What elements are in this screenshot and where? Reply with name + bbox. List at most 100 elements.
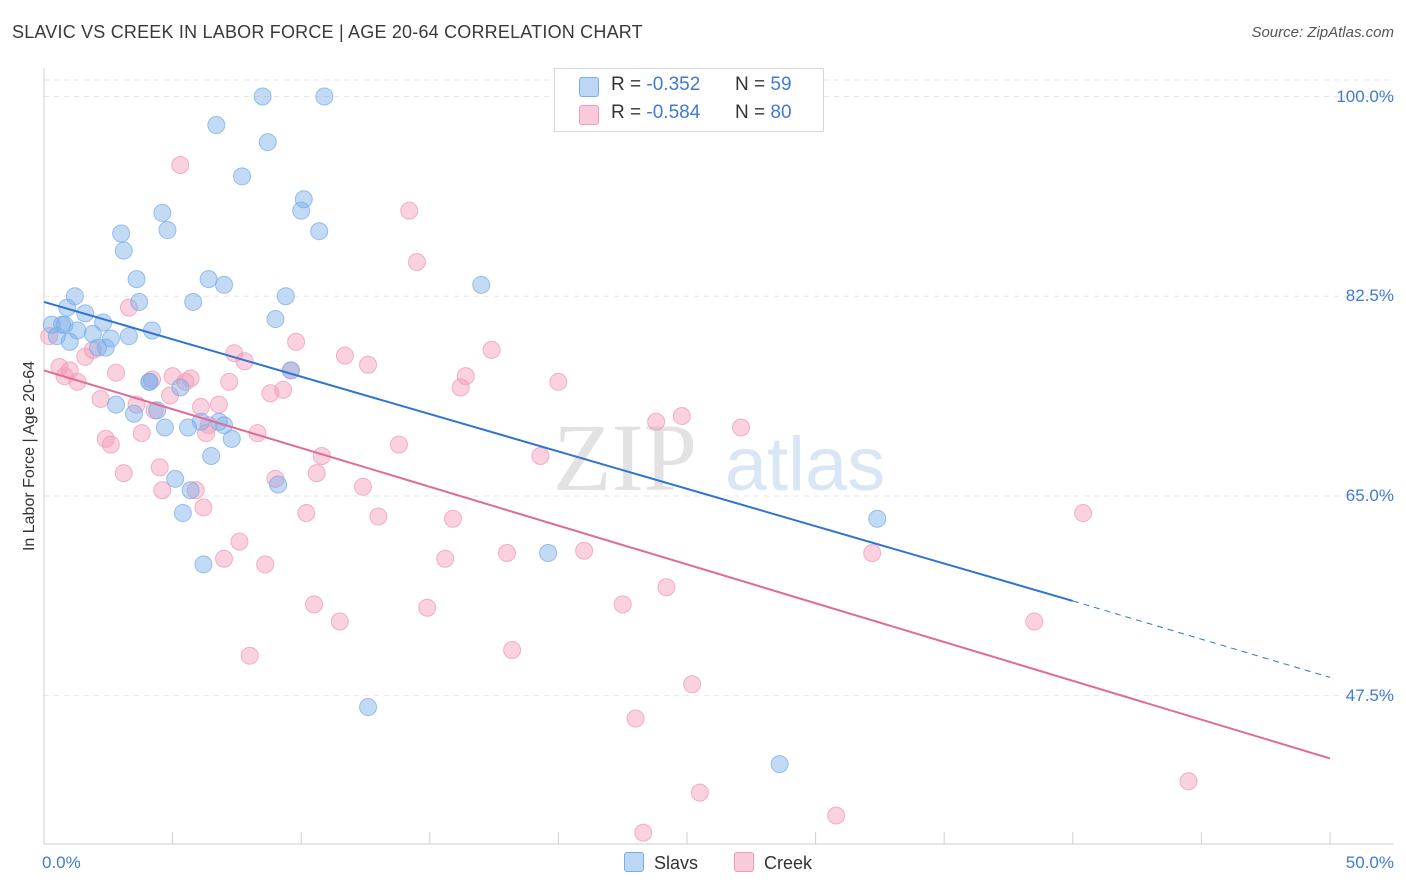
creek-point	[176, 372, 195, 391]
creek-point	[451, 378, 470, 397]
creek-point	[626, 709, 645, 728]
creek-point	[503, 641, 522, 659]
slavs-point	[258, 133, 277, 152]
creek-point	[107, 363, 126, 382]
creek-point	[132, 424, 151, 443]
x-tick-label-min: 0.0%	[42, 853, 81, 872]
x-tick-label-max: 50.0%	[1345, 853, 1394, 872]
slavs-point	[215, 275, 234, 294]
creek-point	[657, 578, 676, 597]
slavs-point	[539, 544, 558, 562]
slavs-point	[191, 412, 210, 431]
slavs-point	[472, 275, 491, 294]
slavs-point	[101, 329, 120, 348]
creek-point	[153, 481, 172, 500]
creek-point	[418, 598, 437, 617]
legend-r-value-creek: -0.584	[646, 102, 701, 123]
creek-points	[40, 156, 1198, 842]
slavs-point	[292, 201, 311, 220]
creek-point	[1179, 772, 1198, 791]
creek-point	[683, 675, 702, 694]
creek-point	[407, 253, 426, 271]
creek-point	[531, 447, 550, 465]
slavs-point	[119, 327, 138, 346]
legend-r-label: R =	[611, 102, 642, 123]
slavs-point	[770, 755, 789, 774]
bottom-legend-creek: Creek	[734, 852, 812, 874]
slavs-point	[153, 203, 172, 222]
creek-point	[400, 201, 419, 220]
slavs-point	[359, 698, 378, 717]
bottom-legend-label-creek: Creek	[764, 853, 813, 873]
legend-row-creek: R = -0.584 N = 80	[555, 100, 823, 128]
slavs-point	[194, 555, 213, 574]
slavs-point	[276, 287, 295, 306]
slavs-point	[207, 116, 226, 135]
creek-point	[335, 346, 354, 365]
creek-point	[297, 504, 316, 523]
slavs-point	[89, 338, 108, 357]
trend-lines	[43, 300, 1331, 760]
slavs-point	[143, 321, 162, 340]
slavs-point	[310, 222, 329, 241]
slavs-point	[112, 224, 131, 243]
creek-point	[634, 823, 653, 842]
creek-point	[230, 532, 249, 551]
creek-point	[369, 507, 388, 526]
slavs-point	[114, 241, 133, 260]
slavs-point	[68, 321, 87, 340]
creek-point	[181, 369, 200, 388]
slavs-point	[315, 87, 334, 106]
creek-point	[305, 595, 324, 614]
slavs-point	[130, 292, 149, 311]
y-tick-label: 65.0%	[1345, 485, 1394, 505]
slavs-point	[166, 469, 185, 488]
slavs-point	[209, 412, 228, 431]
slavs-point	[65, 287, 84, 306]
creek-point	[732, 418, 751, 437]
slavs-point	[181, 481, 200, 500]
legend-row-slavs: R = -0.352 N = 59	[555, 72, 823, 100]
slavs-point	[266, 310, 285, 329]
creek-point	[194, 498, 213, 517]
creek-point	[220, 372, 239, 391]
creek-point	[68, 372, 87, 391]
creek-point	[215, 549, 234, 568]
creek-point	[119, 298, 138, 317]
legend-swatch-creek	[579, 105, 599, 125]
legend-n-label: N =	[735, 102, 766, 123]
legend-r-value-slavs: -0.352	[646, 74, 701, 95]
creek-point	[40, 327, 59, 346]
slavs-point	[158, 221, 177, 240]
creek-point	[96, 429, 115, 448]
creek-point	[240, 646, 259, 665]
creek-point	[353, 477, 372, 496]
creek-point	[287, 332, 306, 351]
creek-point	[114, 464, 133, 483]
creek-point	[101, 435, 120, 454]
slavs-point	[202, 447, 221, 465]
creek-point	[186, 481, 205, 500]
slavs-point	[233, 167, 252, 186]
stats-legend: R = -0.352 N = 59 R = -0.584 N = 80	[554, 68, 824, 132]
axes	[43, 68, 1394, 845]
watermark: ZIP atlas	[553, 404, 885, 511]
creek-point	[1025, 612, 1044, 631]
slavs-point	[140, 372, 159, 391]
creek-point	[274, 380, 293, 399]
creek-point	[150, 458, 169, 477]
y-tick-label: 82.5%	[1345, 286, 1394, 306]
slavs-points	[42, 87, 887, 774]
slavs-point	[173, 504, 192, 523]
bottom-legend-swatch-slavs	[624, 852, 644, 872]
slavs-point	[155, 418, 174, 437]
slavs-point	[184, 292, 203, 311]
creek-point	[171, 156, 190, 174]
slavs-point	[127, 270, 146, 289]
creek-point	[443, 509, 462, 528]
legend-n-value-slavs: 59	[770, 74, 792, 95]
creek-point	[827, 806, 846, 825]
slavs-point	[96, 338, 115, 357]
slavs-point	[42, 315, 61, 334]
legend-n-label: N =	[735, 74, 766, 95]
